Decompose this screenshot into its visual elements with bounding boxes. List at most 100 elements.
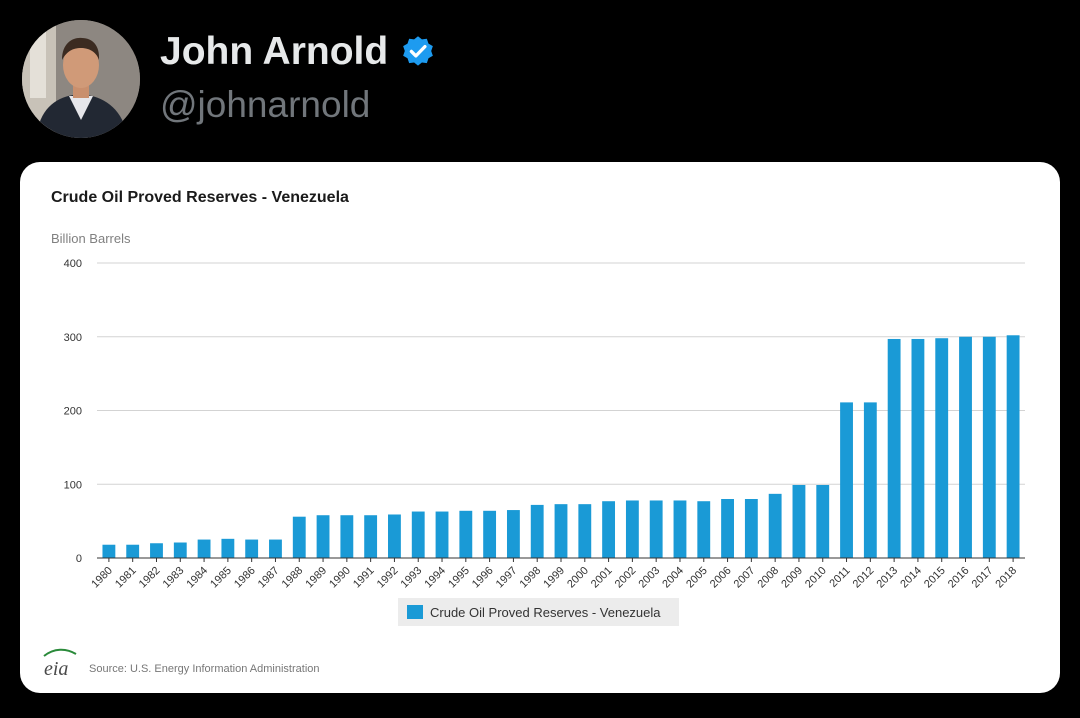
bar-2011[interactable] bbox=[840, 402, 853, 558]
y-tick-label: 200 bbox=[64, 406, 82, 418]
y-tick-label: 400 bbox=[64, 258, 82, 270]
x-tick-label: 1992 bbox=[375, 565, 401, 591]
bar-2008[interactable] bbox=[768, 493, 782, 558]
bar-2017[interactable] bbox=[982, 336, 996, 558]
display-name[interactable]: John Arnold bbox=[160, 30, 389, 73]
y-axis-unit-label: Billion Barrels bbox=[51, 231, 131, 246]
x-tick-label: 2000 bbox=[565, 565, 591, 591]
bar-1998[interactable] bbox=[530, 504, 544, 558]
bar-2012[interactable] bbox=[863, 402, 877, 558]
bar-2010[interactable] bbox=[816, 484, 830, 558]
x-tick-label: 1986 bbox=[232, 565, 258, 591]
legend-label: Crude Oil Proved Reserves - Venezuela bbox=[430, 605, 661, 620]
bar-2001[interactable] bbox=[602, 501, 616, 558]
avatar[interactable] bbox=[22, 20, 140, 138]
bar-1981[interactable] bbox=[126, 544, 140, 558]
bar-2000[interactable] bbox=[578, 504, 592, 558]
x-axis-ticks: 1980198119821983198419851986198719881989… bbox=[89, 558, 1019, 590]
bar-1997[interactable] bbox=[506, 510, 520, 558]
bar-2016[interactable] bbox=[959, 336, 972, 558]
bar-1996[interactable] bbox=[483, 510, 497, 558]
x-tick-label: 1996 bbox=[470, 565, 496, 591]
bar-2009[interactable] bbox=[792, 484, 806, 558]
eia-logo-swoosh bbox=[43, 648, 77, 657]
y-axis-ticks: 0 100 200 300 400 bbox=[64, 258, 82, 565]
bar-2003[interactable] bbox=[649, 500, 663, 558]
bar-chart: Crude Oil Proved Reserves - Venezuela Bi… bbox=[43, 189, 1025, 680]
x-tick-label: 1984 bbox=[184, 565, 210, 591]
x-tick-label: 2013 bbox=[874, 565, 900, 591]
bar-2005[interactable] bbox=[697, 501, 711, 558]
bar-1991[interactable] bbox=[364, 515, 378, 558]
source-text: Source: U.S. Energy Information Administ… bbox=[89, 663, 320, 675]
x-tick-label: 1993 bbox=[399, 565, 425, 591]
bar-1993[interactable] bbox=[411, 511, 425, 558]
bar-1980[interactable] bbox=[102, 544, 116, 558]
x-tick-label: 2016 bbox=[946, 565, 972, 591]
x-tick-label: 2002 bbox=[613, 565, 639, 591]
bar-2013[interactable] bbox=[887, 338, 901, 558]
chart-title: Crude Oil Proved Reserves - Venezuela bbox=[51, 189, 349, 206]
bar-1989[interactable] bbox=[316, 515, 330, 558]
bar-1990[interactable] bbox=[340, 515, 354, 558]
y-tick-label: 300 bbox=[64, 332, 82, 344]
handle[interactable]: @johnarnold bbox=[160, 84, 371, 125]
bar-1992[interactable] bbox=[388, 514, 401, 558]
bar-1985[interactable] bbox=[221, 538, 235, 558]
y-tick-label: 0 bbox=[76, 553, 82, 565]
x-tick-label: 2010 bbox=[803, 565, 829, 591]
bar-2014[interactable] bbox=[911, 338, 925, 558]
bar-2004[interactable] bbox=[673, 500, 687, 558]
legend[interactable]: Crude Oil Proved Reserves - Venezuela bbox=[398, 598, 679, 626]
chart-card[interactable]: Crude Oil Proved Reserves - Venezuela Bi… bbox=[20, 162, 1060, 693]
x-tick-label: 2015 bbox=[922, 565, 948, 591]
verified-badge-icon bbox=[403, 36, 434, 66]
bar-2006[interactable] bbox=[721, 499, 734, 558]
bar-2002[interactable] bbox=[625, 500, 639, 558]
x-tick-label: 1987 bbox=[256, 565, 282, 591]
x-tick-label: 2009 bbox=[779, 565, 805, 591]
bar-2018[interactable] bbox=[1006, 335, 1020, 558]
bar-1984[interactable] bbox=[197, 539, 211, 558]
x-tick-label: 1980 bbox=[89, 565, 115, 591]
x-tick-label: 1994 bbox=[422, 565, 448, 591]
bar-1999[interactable] bbox=[554, 504, 568, 558]
x-tick-label: 2001 bbox=[589, 565, 615, 591]
x-tick-label: 1995 bbox=[446, 565, 472, 591]
profile-photo-icon bbox=[22, 20, 140, 138]
x-tick-label: 2018 bbox=[993, 565, 1019, 591]
x-tick-label: 2012 bbox=[851, 565, 877, 591]
x-tick-label: 1997 bbox=[494, 565, 520, 591]
bar-1986[interactable] bbox=[245, 539, 259, 558]
x-tick-label: 2006 bbox=[708, 565, 734, 591]
x-tick-label: 2008 bbox=[755, 565, 781, 591]
x-tick-label: 1999 bbox=[541, 565, 567, 591]
x-tick-label: 1990 bbox=[327, 565, 353, 591]
bar-2007[interactable] bbox=[744, 499, 758, 558]
x-tick-label: 1988 bbox=[280, 565, 306, 591]
x-tick-label: 2011 bbox=[827, 565, 852, 590]
x-tick-label: 1989 bbox=[303, 565, 329, 591]
bar-1995[interactable] bbox=[459, 510, 473, 558]
x-tick-label: 1998 bbox=[518, 565, 544, 591]
bar-1983[interactable] bbox=[173, 542, 187, 558]
x-tick-label: 1982 bbox=[137, 565, 163, 591]
x-tick-label: 2005 bbox=[684, 565, 710, 591]
bars bbox=[102, 335, 1020, 558]
eia-logo-text: eia bbox=[44, 658, 68, 680]
bar-1988[interactable] bbox=[292, 516, 306, 558]
bar-1987[interactable] bbox=[269, 539, 282, 558]
bar-1982[interactable] bbox=[150, 543, 163, 558]
legend-box bbox=[398, 598, 679, 626]
x-tick-label: 2014 bbox=[898, 565, 924, 591]
grid-lines bbox=[97, 262, 1025, 485]
legend-swatch bbox=[407, 605, 423, 619]
bar-1994[interactable] bbox=[435, 511, 449, 558]
x-tick-label: 1983 bbox=[161, 565, 187, 591]
bar-2015[interactable] bbox=[935, 338, 949, 558]
x-tick-label: 2017 bbox=[970, 565, 996, 591]
y-tick-label: 100 bbox=[64, 479, 82, 491]
x-tick-label: 1991 bbox=[351, 565, 377, 591]
x-tick-label: 2004 bbox=[660, 565, 686, 591]
x-tick-label: 2007 bbox=[732, 565, 758, 591]
